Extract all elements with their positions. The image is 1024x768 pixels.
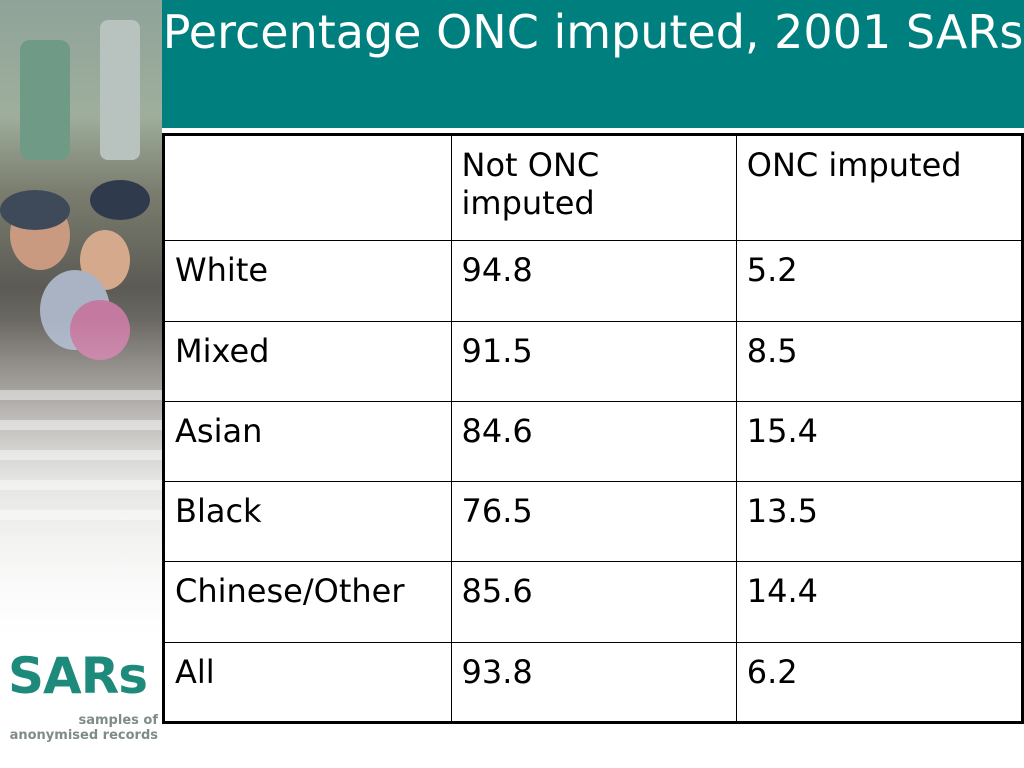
row-label: White <box>163 240 452 322</box>
header-cell-onc-imputed: ONC imputed <box>735 133 1024 242</box>
cell-onc-imputed: 15.4 <box>735 400 1024 483</box>
cell-not-onc-imputed: 91.5 <box>450 320 737 402</box>
crowd-photo <box>0 0 162 640</box>
table-row: Black 76.5 13.5 <box>163 481 1024 563</box>
header-cell-corner <box>163 133 452 242</box>
logo-wordmark: SARs <box>8 647 148 705</box>
cell-onc-imputed: 6.2 <box>735 641 1024 724</box>
slide-title: Percentage ONC imputed, 2001 SARs <box>162 5 1024 59</box>
row-label: Black <box>163 481 452 563</box>
row-label: All <box>163 641 452 724</box>
sars-logo: SARs samples of anonymised records <box>8 648 158 748</box>
row-label: Asian <box>163 400 452 483</box>
title-band <box>162 0 1024 128</box>
cell-not-onc-imputed: 76.5 <box>450 481 737 563</box>
cell-onc-imputed: 5.2 <box>735 240 1024 322</box>
table-row: White 94.8 5.2 <box>163 240 1024 322</box>
table-row: Asian 84.6 15.4 <box>163 400 1024 483</box>
cell-not-onc-imputed: 93.8 <box>450 641 737 724</box>
data-table: Not ONC imputed ONC imputed White 94.8 5… <box>162 133 1024 724</box>
table-row: Chinese/Other 85.6 14.4 <box>163 561 1024 643</box>
cell-onc-imputed: 13.5 <box>735 481 1024 563</box>
cell-not-onc-imputed: 94.8 <box>450 240 737 322</box>
logo-tagline-line2: anonymised records <box>9 728 158 743</box>
table-row: Mixed 91.5 8.5 <box>163 320 1024 402</box>
logo-tagline-line1: samples of <box>78 713 159 728</box>
header-cell-not-onc-imputed: Not ONC imputed <box>450 133 737 242</box>
table-header-row: Not ONC imputed ONC imputed <box>163 133 1024 242</box>
cell-onc-imputed: 14.4 <box>735 561 1024 643</box>
row-label: Mixed <box>163 320 452 402</box>
cell-not-onc-imputed: 85.6 <box>450 561 737 643</box>
row-label: Chinese/Other <box>163 561 452 643</box>
table-row: All 93.8 6.2 <box>163 641 1024 724</box>
cell-not-onc-imputed: 84.6 <box>450 400 737 483</box>
cell-onc-imputed: 8.5 <box>735 320 1024 402</box>
